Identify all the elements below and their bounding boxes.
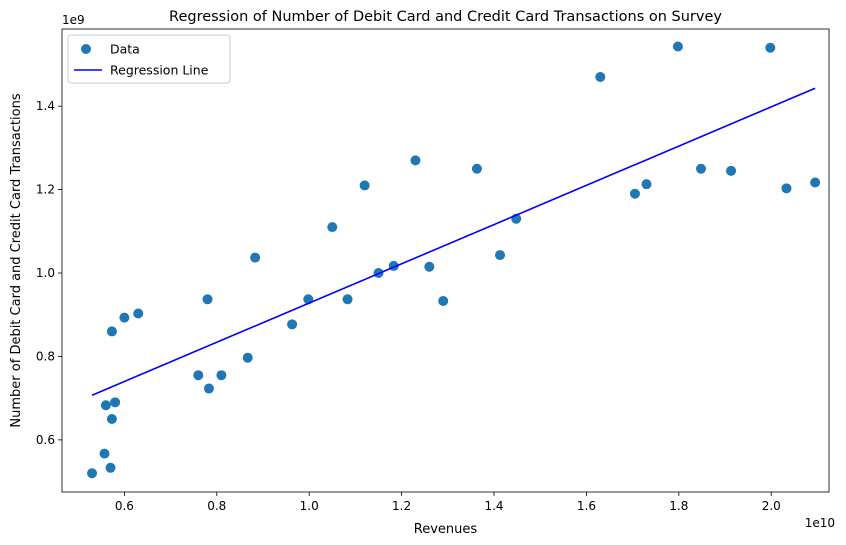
x-tick-label: 1.2 (392, 499, 411, 513)
data-point (99, 448, 110, 459)
data-point (287, 319, 298, 330)
data-point (781, 183, 792, 194)
x-axis-offset-label: 1e10 (805, 516, 835, 530)
data-point (342, 294, 353, 305)
x-tick-label: 1.4 (484, 499, 503, 513)
data-point (110, 397, 121, 408)
x-tick-label: 0.8 (207, 499, 226, 513)
regression-line (91, 87, 816, 396)
axis-ticks: 0.6 0.8 1.0 1.2 1.4 1.6 1.8 2.0 0.6 0.8 1.0 1.2 1.4 (36, 99, 781, 513)
y-tick-label: 1.4 (36, 99, 55, 113)
data-point (106, 414, 117, 425)
data-point (119, 312, 130, 323)
x-tick-label: 1.8 (669, 499, 688, 513)
legend-label: Data (110, 42, 140, 57)
data-point (726, 165, 737, 176)
chart-marks (87, 41, 821, 479)
data-point (327, 222, 338, 233)
data-point (216, 370, 227, 381)
x-tick-label: 2.0 (762, 499, 781, 513)
data-point (696, 163, 707, 174)
data-point (359, 180, 370, 191)
data-point (641, 179, 652, 190)
data-point (765, 42, 776, 53)
data-point (250, 252, 261, 263)
data-point (629, 188, 640, 199)
legend-marker-data (81, 44, 91, 54)
x-tick-label: 1.0 (300, 499, 319, 513)
chart-title: Regression of Number of Debit Card and C… (169, 9, 722, 25)
y-axis-label: Number of Debit Card and Credit Card Tra… (9, 93, 24, 427)
x-axis-label: Revenues (414, 522, 478, 537)
data-point (424, 261, 435, 272)
y-tick-label: 1.0 (36, 266, 55, 280)
legend-label: Regression Line (110, 63, 209, 78)
y-tick-label: 0.8 (36, 349, 55, 363)
x-tick-label: 1.6 (577, 499, 596, 513)
data-point (242, 352, 253, 363)
data-point (410, 155, 421, 166)
data-point (100, 400, 111, 411)
data-point (595, 71, 606, 82)
data-point (495, 250, 506, 261)
data-point (672, 41, 683, 52)
data-point (87, 468, 98, 479)
data-point (203, 383, 214, 394)
y-tick-label: 1.2 (36, 183, 55, 197)
data-point (133, 308, 144, 319)
y-tick-label: 0.6 (36, 433, 55, 447)
data-point (471, 163, 482, 174)
data-point (106, 326, 117, 337)
legend-box (67, 34, 231, 84)
y-axis-offset-label: 1e9 (62, 13, 85, 27)
legend: Data Regression Line (67, 34, 231, 84)
data-point (105, 462, 116, 473)
data-point (810, 177, 821, 188)
x-tick-label: 0.6 (115, 499, 134, 513)
data-point (193, 370, 204, 381)
plot-frame (61, 28, 830, 493)
data-point (202, 294, 213, 305)
data-point (438, 295, 449, 306)
